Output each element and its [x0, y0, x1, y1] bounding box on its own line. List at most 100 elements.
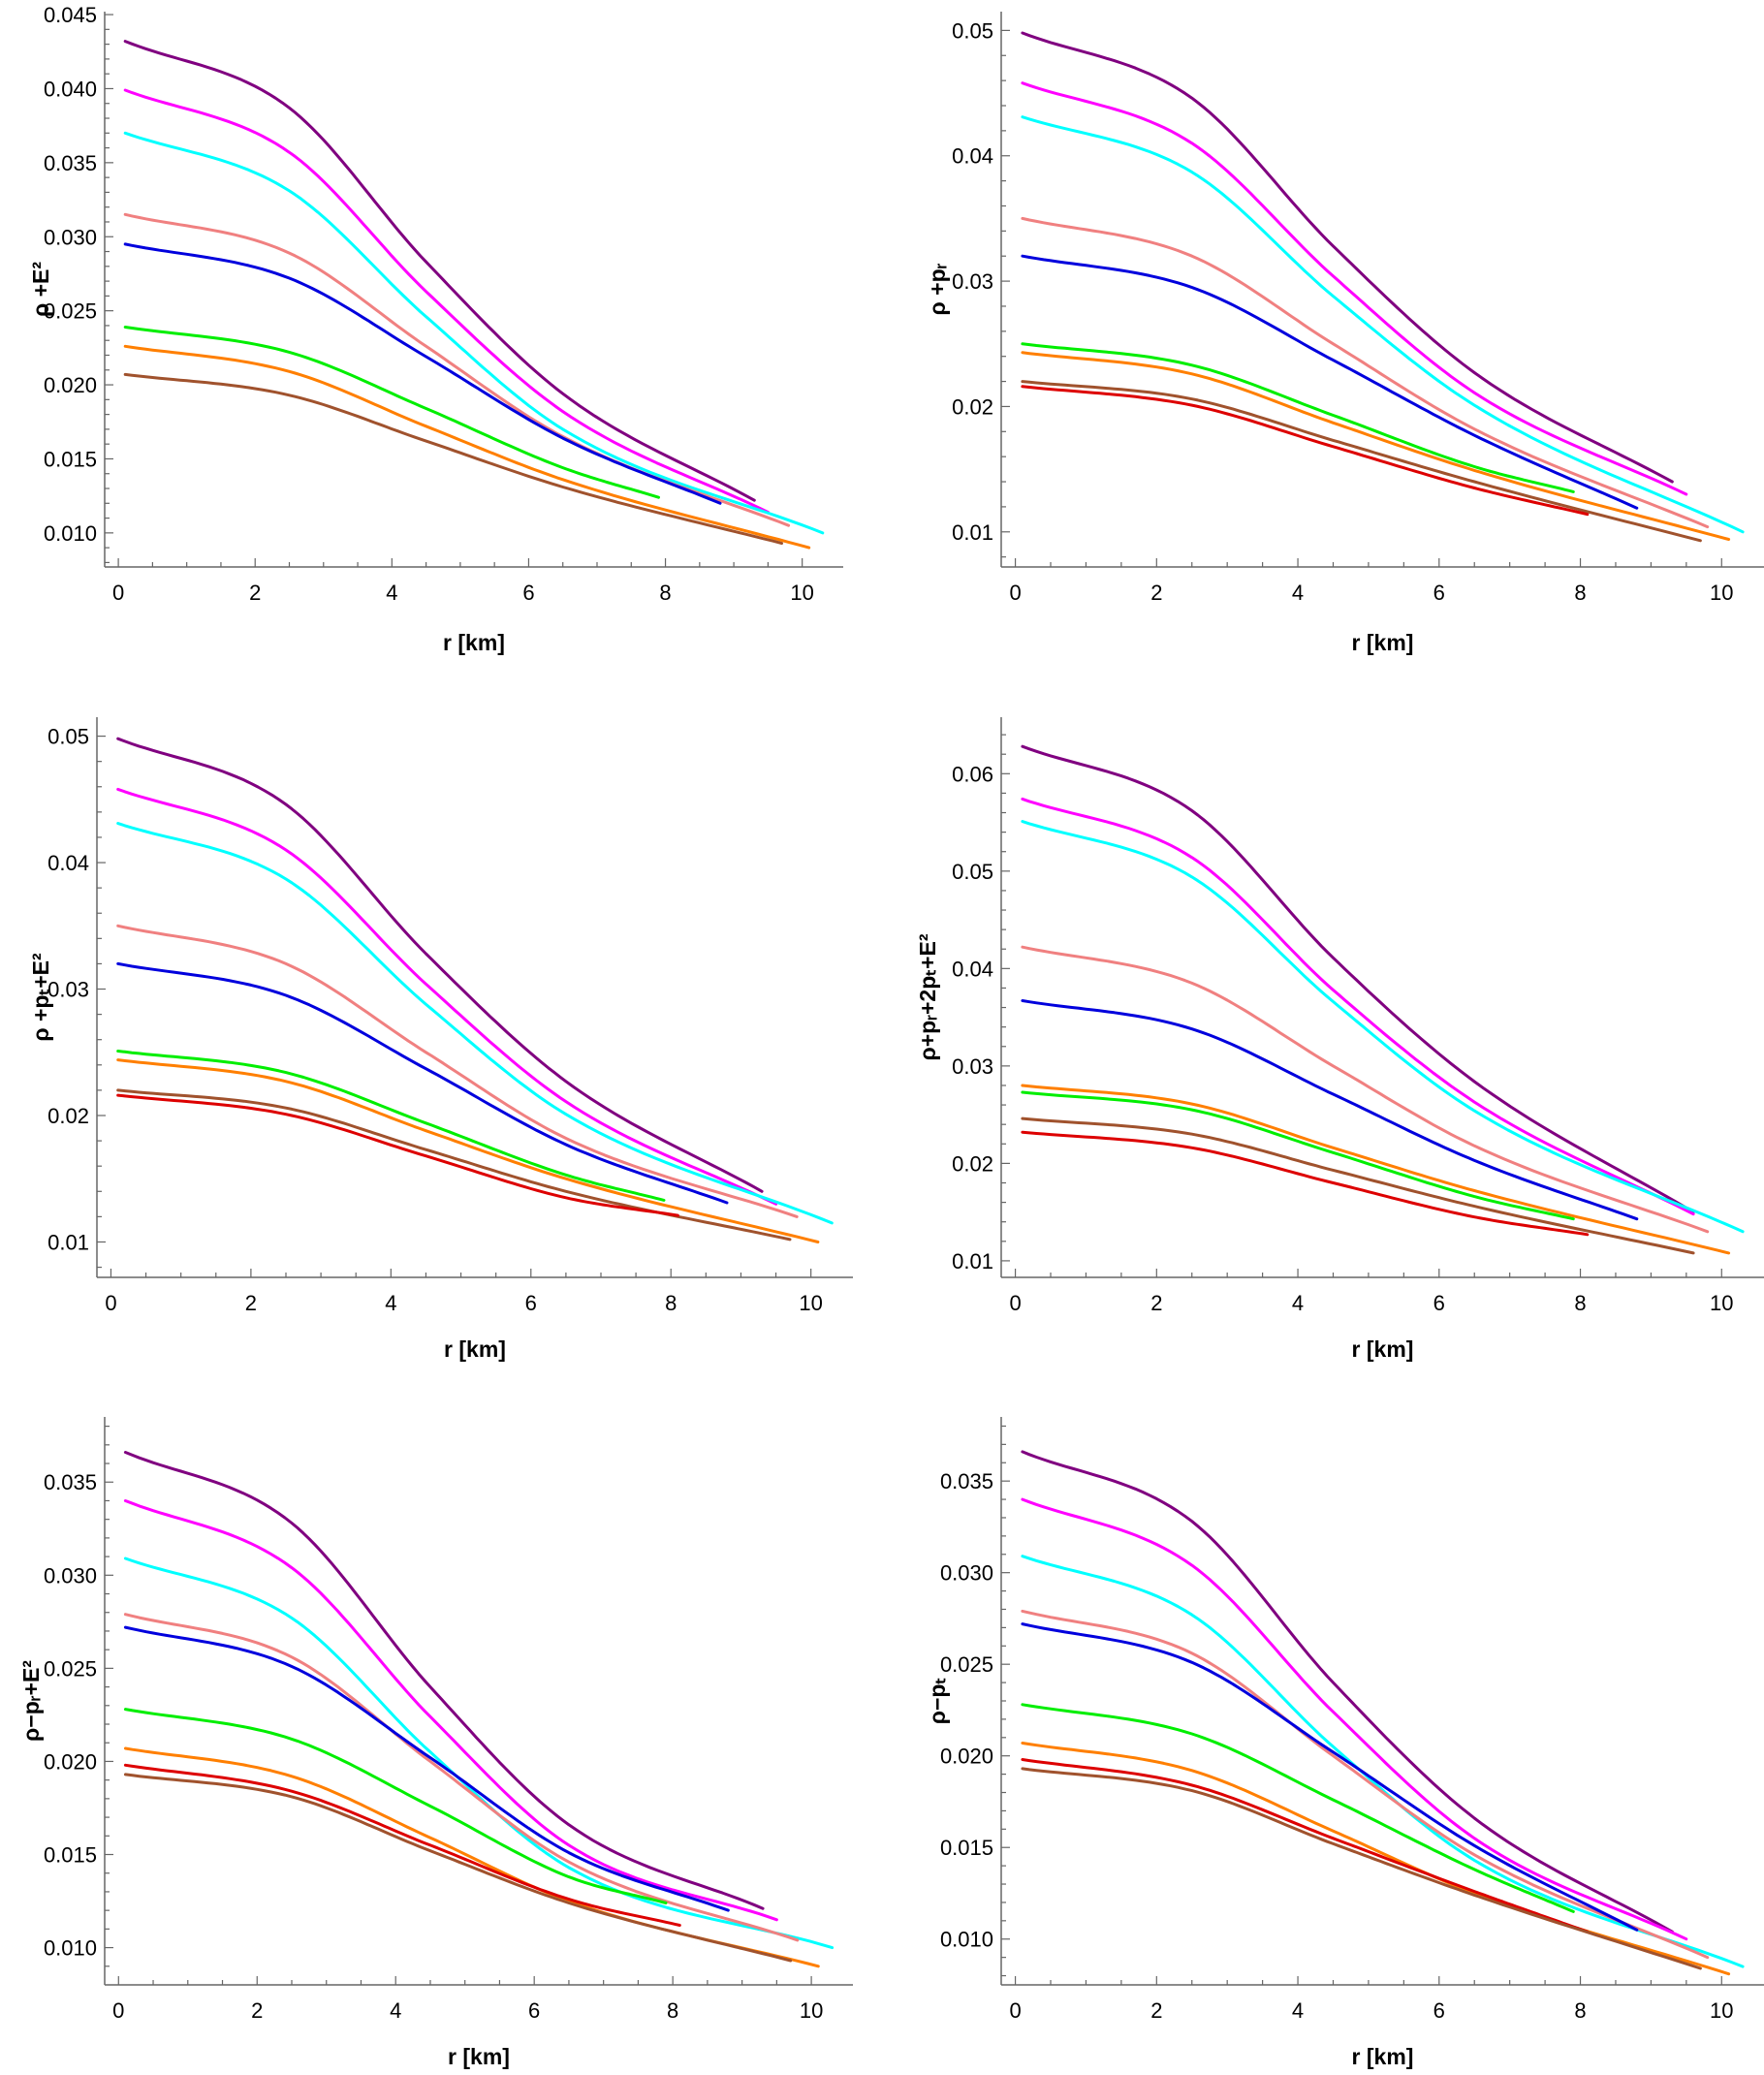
x-tick-label: 4: [1292, 1998, 1304, 2023]
y-tick-label: 0.01: [47, 1230, 89, 1254]
y-tick-label: 0.015: [940, 1836, 993, 1860]
series-line-orange: [123, 344, 811, 550]
series-line-cyan: [1021, 1555, 1745, 1968]
series-line-magenta: [123, 88, 770, 514]
series-line-orange: [123, 1746, 820, 1968]
series-line-purple: [1021, 744, 1695, 1214]
y-tick-label: 0.06: [952, 762, 993, 786]
series-line-magenta: [1021, 81, 1688, 496]
series-line-purple: [123, 1451, 765, 1910]
series-line-cyan: [1021, 115, 1745, 534]
series-line-salmon: [123, 1613, 800, 1942]
x-tick-label: 2: [245, 1291, 257, 1315]
x-tick-label: 6: [1433, 581, 1445, 605]
y-tick-label: 0.05: [952, 860, 993, 884]
x-tick-label: 6: [528, 1998, 540, 2023]
x-tick-label: 2: [1150, 1291, 1162, 1315]
series-line-blue: [1021, 999, 1639, 1221]
chart-panel-3: 0 2 4 6 8 10 0.01 0.02 0.03 0.04 0.05 r [km] ρ +pₜ+E…: [28, 717, 853, 1362]
series-line-green: [1021, 1703, 1575, 1913]
x-tick-label: 6: [525, 1291, 537, 1315]
x-tick-label: 8: [665, 1291, 677, 1315]
series-line-red: [1021, 1130, 1590, 1237]
y-axis-title: ρ−pₜ: [925, 1678, 950, 1725]
x-tick-label: 4: [1292, 1291, 1304, 1315]
x-tick-label: 8: [1574, 1998, 1586, 2023]
series-line-salmon: [1021, 216, 1710, 529]
series-line-cyan: [123, 131, 825, 535]
series-line-red: [1021, 385, 1590, 517]
chart-panel-5: 0 2 4 6 8 10 0.010 0.015 0.020 0.025 0.030 0.035 r […: [18, 1417, 853, 2069]
x-tick-label: 4: [386, 581, 397, 605]
series-line-green: [123, 1708, 668, 1904]
y-tick-label: 0.045: [44, 3, 97, 27]
x-tick-label: 6: [1433, 1291, 1445, 1315]
series-line-brown: [123, 1773, 793, 1963]
y-tick-label: 0.03: [47, 978, 89, 1002]
series-line-orange: [1021, 351, 1731, 541]
series-line-brown: [1021, 1767, 1702, 1970]
y-tick-label: 0.01: [952, 1249, 993, 1273]
y-axis-title: ρ +E²: [28, 262, 53, 317]
y-tick-label: 0.025: [44, 1656, 97, 1681]
y-tick-label: 0.020: [44, 373, 97, 397]
x-axis-title: r [km]: [1352, 630, 1414, 655]
x-tick-label: 0: [112, 581, 124, 605]
series-line-purple: [116, 737, 764, 1193]
x-tick-label: 0: [1009, 1291, 1021, 1315]
series-line-magenta: [116, 787, 778, 1206]
y-tick-label: 0.010: [44, 521, 97, 546]
y-tick-label: 0.020: [940, 1745, 993, 1769]
series-line-magenta: [1021, 797, 1695, 1216]
x-tick-label: 4: [390, 1998, 401, 2023]
y-tick-label: 0.035: [44, 1470, 97, 1494]
series-line-purple: [1021, 31, 1674, 484]
y-tick-label: 0.030: [940, 1561, 993, 1586]
chart-panel-4: 0 2 4 6 8 10 0.01 0.02 0.03 0.04 0.05 0.06 r [km] ρ+p…: [915, 717, 1764, 1362]
y-tick-label: 0.03: [952, 269, 993, 294]
y-tick-label: 0.035: [44, 151, 97, 175]
y-tick-label: 0.01: [952, 520, 993, 545]
x-tick-label: 8: [1574, 581, 1586, 605]
series-line-brown: [1021, 380, 1702, 543]
series-line-brown: [1021, 1116, 1695, 1255]
series-line-orange: [1021, 1084, 1731, 1255]
x-tick-label: 10: [800, 1998, 823, 2023]
series-line-blue: [123, 1625, 730, 1912]
y-tick-label: 0.035: [940, 1469, 993, 1493]
y-tick-label: 0.040: [44, 77, 97, 101]
x-tick-label: 10: [1710, 1998, 1733, 2023]
series-line-magenta: [1021, 1497, 1688, 1941]
chart-panel-2: 0 2 4 6 8 10 0.01 0.02 0.03 0.04 0.05 r [km] ρ +pᵣ: [925, 12, 1764, 655]
x-tick-label: 2: [1150, 1998, 1162, 2023]
x-tick-label: 0: [1009, 1998, 1021, 2023]
y-tick-label: 0.03: [952, 1054, 993, 1079]
y-tick-label: 0.010: [44, 1936, 97, 1961]
series-line-blue: [123, 242, 722, 505]
y-axis-title: ρ+pᵣ+2pₜ+E²: [915, 933, 940, 1060]
y-axis-title: ρ +pᵣ: [925, 263, 950, 315]
y-tick-label: 0.015: [44, 1843, 97, 1868]
y-tick-label: 0.030: [44, 1563, 97, 1588]
series-line-red: [1021, 1758, 1590, 1934]
x-axis-title: r [km]: [1352, 2044, 1414, 2069]
x-tick-label: 4: [385, 1291, 396, 1315]
y-tick-label: 0.04: [952, 957, 993, 981]
x-tick-label: 8: [667, 1998, 678, 2023]
y-tick-label: 0.025: [940, 1652, 993, 1677]
y-tick-label: 0.02: [952, 1151, 993, 1176]
series-line-salmon: [1021, 1609, 1710, 1960]
x-tick-label: 10: [790, 581, 813, 605]
series-line-red: [123, 1763, 681, 1927]
series-line-cyan: [123, 1556, 835, 1950]
series-line-blue: [116, 961, 729, 1205]
y-tick-label: 0.010: [940, 1928, 993, 1952]
x-tick-label: 0: [112, 1998, 124, 2023]
x-tick-label: 10: [1710, 1291, 1733, 1315]
x-tick-label: 10: [1710, 581, 1733, 605]
series-line-cyan: [116, 822, 834, 1225]
series-line-green: [1021, 1090, 1575, 1221]
y-axis-title: ρ−pᵣ+E²: [18, 1660, 44, 1742]
series-line-green: [123, 326, 660, 499]
